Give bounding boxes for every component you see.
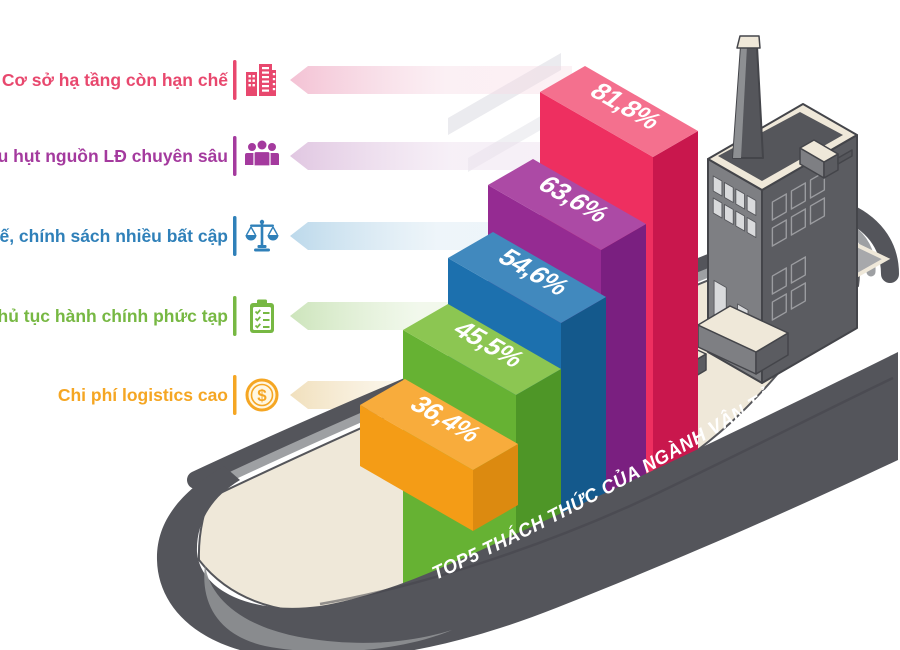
isometric-bars: 81,8% 63,6% 54,6% 45,5% 36,4% [360, 66, 698, 588]
bar-front-face [360, 405, 473, 531]
bar-top-face [488, 159, 646, 250]
building-side-windows [771, 171, 826, 321]
bar-costs: 36,4% [360, 379, 518, 531]
category-label: Thủ tục hành chính phức tạp [0, 306, 228, 326]
rooftop-box [799, 139, 853, 179]
chimney-highlight [733, 46, 747, 158]
legend-row-infrastructure: Cơ sở hạ tầng còn hạn chế [2, 60, 572, 100]
dollar-glyph: $ [257, 386, 267, 405]
category-label: Thiếu hụt nguồn LĐ chuyên sâu [0, 146, 228, 166]
label-divider [233, 60, 237, 100]
coin-icon: $ [245, 378, 279, 412]
category-label: Chi phí logistics cao [58, 385, 228, 405]
building-roof-inset [718, 112, 843, 181]
category-label: Cơ sở hạ tầng còn hạn chế [2, 70, 228, 90]
scales-icon [245, 219, 279, 252]
people-icon [245, 140, 279, 167]
bar-side-face [653, 131, 698, 540]
building-icon [246, 64, 276, 96]
label-divider [233, 296, 237, 336]
arrow-band [290, 142, 585, 170]
legend-row-labor: Thiếu hụt nguồn LĐ chuyên sâu [0, 136, 585, 176]
clipboard-icon [250, 299, 274, 333]
category-label: Thể chế, chính sách nhiều bất cập [0, 226, 228, 246]
bar-top-face [403, 304, 561, 395]
bar-top-face [540, 66, 698, 157]
arrow-band [290, 66, 572, 94]
hull-seam [319, 376, 894, 606]
chimney-cap [736, 35, 761, 49]
ship-superstructure [651, 35, 858, 384]
keel-highlight [204, 565, 452, 650]
bar-side-face [601, 224, 646, 560]
bar-side-face [473, 444, 518, 531]
label-divider [233, 216, 237, 256]
label-divider [233, 375, 237, 415]
bar-top-face [360, 379, 518, 470]
roof-pipe [837, 149, 853, 165]
bar-top-face [448, 232, 606, 323]
label-divider [233, 136, 237, 176]
